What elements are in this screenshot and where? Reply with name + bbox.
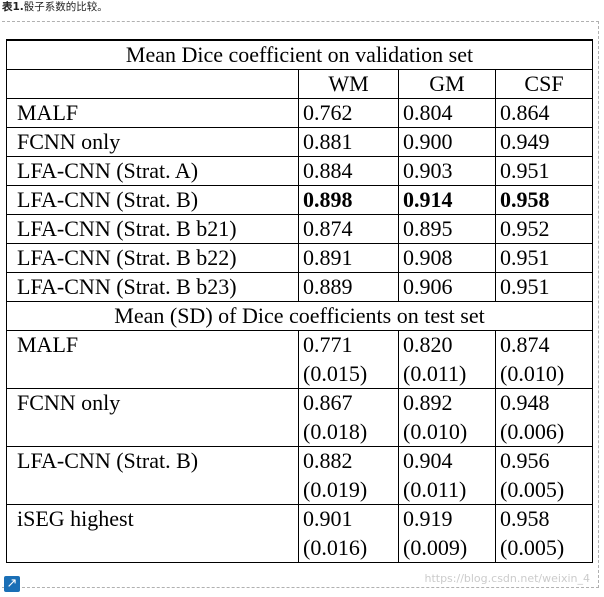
mean-value: 0.874	[500, 332, 550, 357]
cell-gm: 0.919 (0.009)	[398, 504, 496, 563]
cell-csf: 0.949	[495, 127, 593, 157]
cell-wm: 0.889	[298, 272, 399, 302]
table-row: FCNN only 0.867 (0.018) 0.892 (0.010) 0.94…	[6, 388, 593, 447]
sd-value: (0.011)	[403, 477, 467, 502]
row-label: MALF	[6, 330, 299, 389]
table-row: MALF 0.771 (0.015) 0.820 (0.011) 0.874 (0.0…	[6, 330, 593, 389]
sd-value: (0.018)	[303, 419, 368, 444]
sd-value: (0.005)	[500, 477, 565, 502]
mean-value: 0.882	[303, 448, 353, 473]
caption-prefix: 表1.	[2, 1, 24, 13]
test-title: Mean (SD) of Dice coefficients on test s…	[6, 301, 593, 331]
cell-wm: 0.867 (0.018)	[298, 388, 399, 447]
sd-value: (0.006)	[500, 419, 565, 444]
table-caption: 表1.骰子系数的比较。	[2, 0, 108, 15]
table-row: LFA-CNN (Strat. B) 0.882 (0.019) 0.904 (0.…	[6, 446, 593, 505]
cell-gm: 0.904 (0.011)	[398, 446, 496, 505]
validation-title-row: Mean Dice coefficient on validation set	[6, 39, 593, 70]
row-label: FCNN only	[6, 388, 299, 447]
watermark-text: https://blog.csdn.net/weixin_4	[424, 572, 590, 585]
row-label: LFA-CNN (Strat. A)	[6, 156, 299, 186]
cell-gm: 0.903	[398, 156, 496, 186]
cell-wm: 0.882 (0.019)	[298, 446, 399, 505]
cell-csf: 0.951	[495, 272, 593, 302]
row-label: FCNN only	[6, 127, 299, 157]
sd-value: (0.009)	[403, 535, 468, 560]
cell-gm: 0.900	[398, 127, 496, 157]
cell-csf: 0.952	[495, 214, 593, 244]
table-row: LFA-CNN (Strat. B b23) 0.889 0.906 0.951	[6, 272, 593, 302]
cell-gm: 0.892 (0.010)	[398, 388, 496, 447]
mean-value: 0.867	[303, 390, 353, 415]
table-row: LFA-CNN (Strat. B b21) 0.874 0.895 0.952	[6, 214, 593, 244]
table-row: LFA-CNN (Strat. A) 0.884 0.903 0.951	[6, 156, 593, 186]
cell-wm: 0.881	[298, 127, 399, 157]
cell-wm: 0.884	[298, 156, 399, 186]
sd-value: (0.011)	[403, 361, 467, 386]
table-row: FCNN only 0.881 0.900 0.949	[6, 127, 593, 157]
sd-value: (0.010)	[500, 361, 565, 386]
row-label: LFA-CNN (Strat. B)	[6, 446, 299, 505]
sd-value: (0.010)	[403, 419, 468, 444]
mean-value: 0.958	[500, 506, 550, 531]
cell-csf: 0.948 (0.006)	[495, 388, 593, 447]
row-label: LFA-CNN (Strat. B b22)	[6, 243, 299, 273]
sd-value: (0.015)	[303, 361, 368, 386]
table-row: LFA-CNN (Strat. B b22) 0.891 0.908 0.951	[6, 243, 593, 273]
cell-wm: 0.874	[298, 214, 399, 244]
row-label: LFA-CNN (Strat. B)	[6, 185, 299, 215]
sd-value: (0.016)	[303, 535, 368, 560]
cell-gm: 0.906	[398, 272, 496, 302]
sd-value: (0.005)	[500, 535, 565, 560]
cell-csf: 0.951	[495, 156, 593, 186]
column-header-row: WM GM CSF	[6, 69, 593, 99]
cell-csf: 0.956 (0.005)	[495, 446, 593, 505]
cell-wm-best: 0.898	[298, 185, 399, 215]
cell-csf: 0.874 (0.010)	[495, 330, 593, 389]
cell-csf: 0.958 (0.005)	[495, 504, 593, 563]
row-label: MALF	[6, 98, 299, 128]
sd-value: (0.019)	[303, 477, 368, 502]
mean-value: 0.919	[403, 506, 453, 531]
cell-csf: 0.951	[495, 243, 593, 273]
cell-gm: 0.895	[398, 214, 496, 244]
mean-value: 0.956	[500, 448, 550, 473]
cell-wm: 0.771 (0.015)	[298, 330, 399, 389]
cell-wm: 0.891	[298, 243, 399, 273]
table-row: MALF 0.762 0.804 0.864	[6, 98, 593, 128]
cell-gm: 0.908	[398, 243, 496, 273]
table-row: iSEG highest 0.901 (0.016) 0.919 (0.009) 0…	[6, 504, 593, 563]
row-label: LFA-CNN (Strat. B b23)	[6, 272, 299, 302]
cell-gm-best: 0.914	[398, 185, 496, 215]
mean-value: 0.820	[403, 332, 453, 357]
header-empty-cell	[6, 69, 299, 99]
row-label: LFA-CNN (Strat. B b21)	[6, 214, 299, 244]
table-row: LFA-CNN (Strat. B) 0.898 0.914 0.958	[6, 185, 593, 215]
dice-table: Mean Dice coefficient on validation set …	[6, 39, 593, 563]
mean-value: 0.771	[303, 332, 353, 357]
cell-wm: 0.762	[298, 98, 399, 128]
cell-csf: 0.864	[495, 98, 593, 128]
mean-value: 0.948	[500, 390, 550, 415]
row-label: iSEG highest	[6, 504, 299, 563]
expand-arrow-icon[interactable]: ↗	[4, 576, 20, 592]
header-wm: WM	[298, 69, 399, 99]
cell-gm: 0.820 (0.011)	[398, 330, 496, 389]
test-title-row: Mean (SD) of Dice coefficients on test s…	[6, 301, 593, 331]
header-csf: CSF	[495, 69, 593, 99]
mean-value: 0.901	[303, 506, 353, 531]
cell-gm: 0.804	[398, 98, 496, 128]
mean-value: 0.904	[403, 448, 453, 473]
table-frame	[2, 21, 599, 588]
cell-wm: 0.901 (0.016)	[298, 504, 399, 563]
validation-title: Mean Dice coefficient on validation set	[6, 39, 593, 70]
cell-csf-best: 0.958	[495, 185, 593, 215]
mean-value: 0.892	[403, 390, 453, 415]
caption-text: 骰子系数的比较。	[23, 1, 108, 13]
header-gm: GM	[398, 69, 496, 99]
